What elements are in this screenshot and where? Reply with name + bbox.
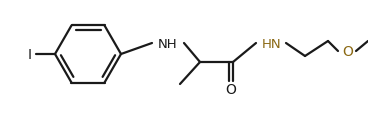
Text: NH: NH: [158, 37, 178, 50]
Text: I: I: [28, 48, 32, 61]
Text: O: O: [226, 82, 236, 96]
Text: O: O: [343, 45, 353, 58]
Text: HN: HN: [262, 37, 282, 50]
